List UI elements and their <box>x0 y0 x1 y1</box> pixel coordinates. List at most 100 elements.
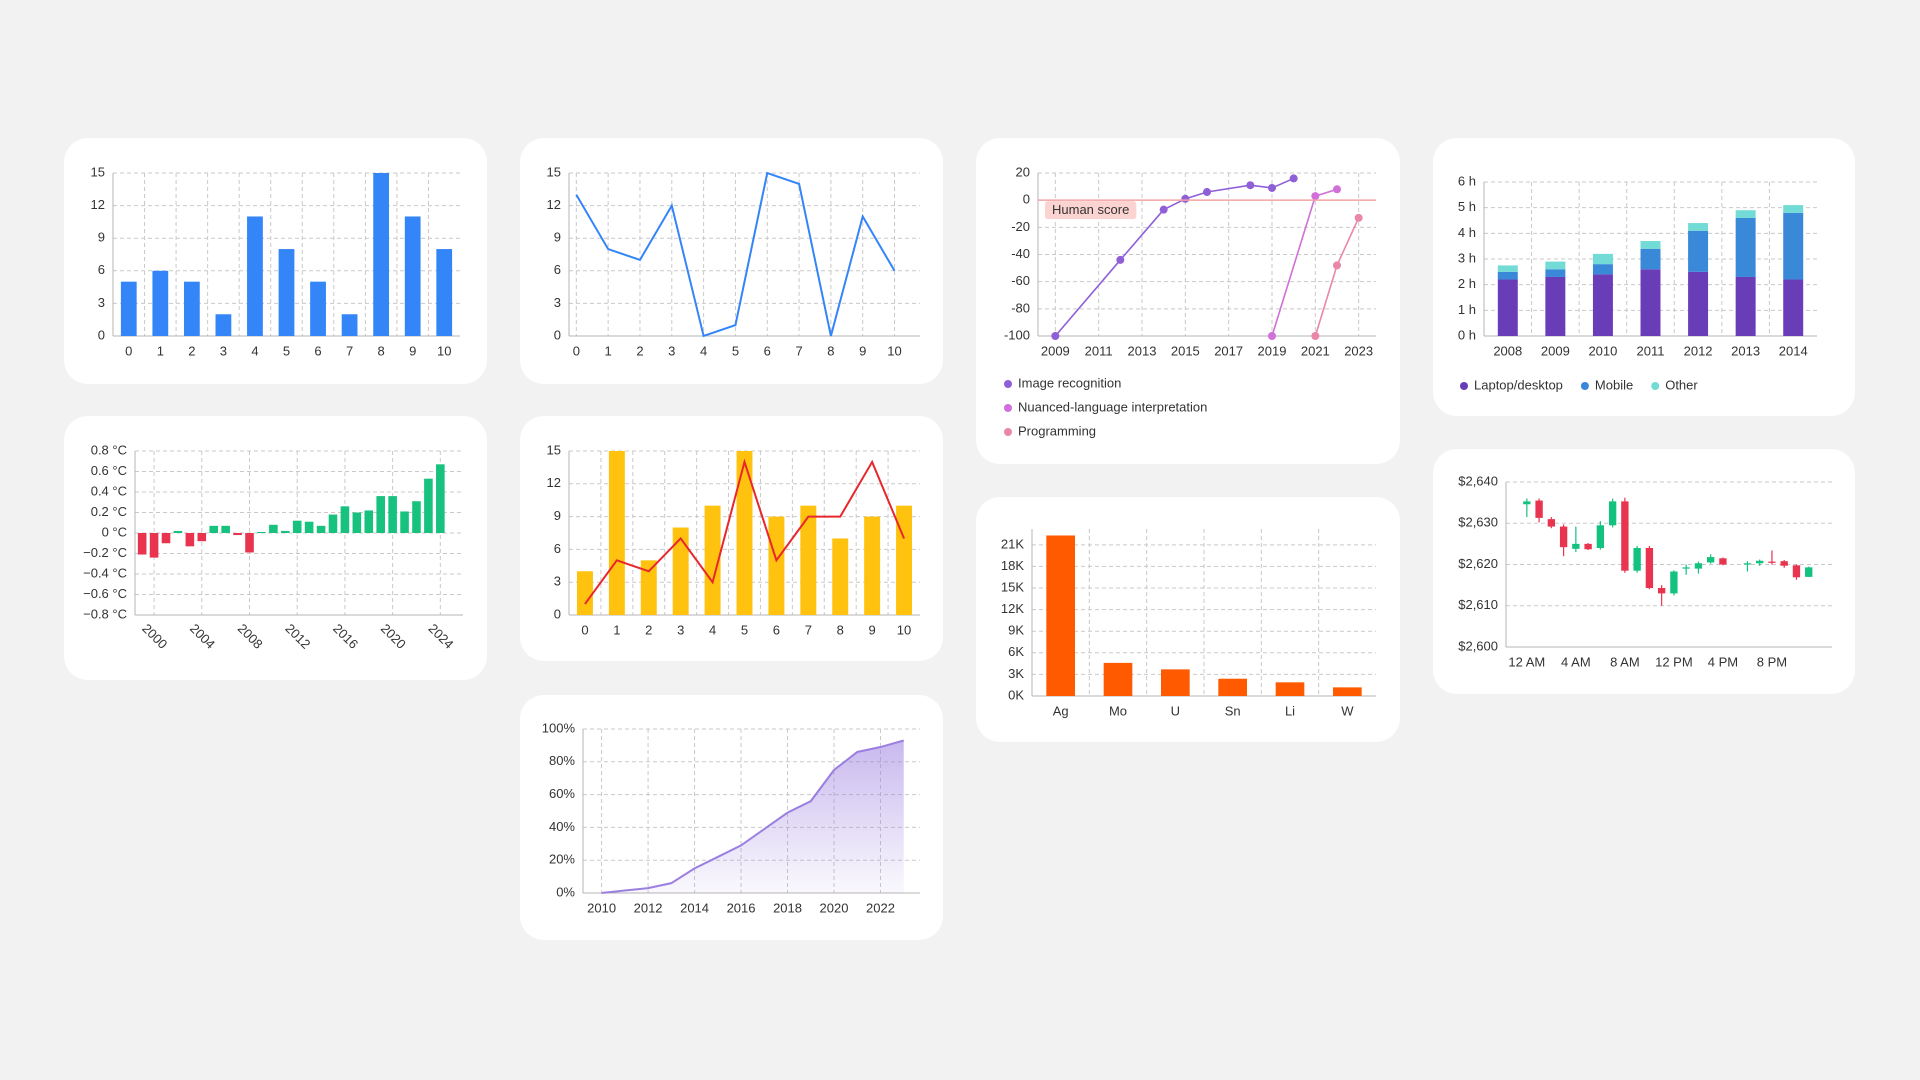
y-tick-label: -100 <box>1004 327 1030 342</box>
candle-body <box>1706 557 1715 563</box>
candle-body <box>1572 543 1580 549</box>
bar-segment <box>1783 212 1804 280</box>
candle-body <box>1547 519 1556 527</box>
x-tick-label: 8 AM <box>1610 654 1640 669</box>
y-tick-label: $2,610 <box>1458 597 1498 612</box>
bar <box>269 524 278 533</box>
x-tick-label: 2015 <box>1171 343 1200 358</box>
candle-body <box>1743 563 1752 565</box>
x-tick-label: 4 <box>709 622 716 637</box>
y-tick-label: 9 <box>98 230 105 245</box>
bar-segment <box>1783 279 1804 336</box>
candle-body <box>1584 543 1592 550</box>
x-tick-label: 2010 <box>1588 343 1617 358</box>
bar <box>364 510 374 533</box>
y-tick-label: 100% <box>542 720 576 735</box>
bar <box>247 216 263 336</box>
y-tick-label: -60 <box>1011 273 1030 288</box>
point <box>1116 255 1125 264</box>
bar <box>352 512 362 533</box>
point <box>1246 181 1255 190</box>
x-tick-label: Li <box>1285 703 1295 718</box>
bar <box>185 533 195 547</box>
bar-segment <box>1545 276 1566 336</box>
bar-segment <box>1688 223 1709 231</box>
card <box>520 138 943 384</box>
bar <box>197 533 207 542</box>
legend-marker <box>1460 382 1468 390</box>
legend-marker <box>1004 380 1012 388</box>
bar-segment <box>1783 205 1804 213</box>
bar <box>328 514 338 533</box>
bar <box>800 505 817 615</box>
y-tick-label: 0 <box>554 606 561 621</box>
y-tick-label: 3 h <box>1458 250 1476 265</box>
y-tick-label: $2,600 <box>1458 638 1498 653</box>
candle-body <box>1657 588 1666 594</box>
y-tick-label: 6 h <box>1458 173 1476 188</box>
bar <box>736 451 753 615</box>
x-tick-label: 2014 <box>1779 343 1808 358</box>
bar-segment <box>1497 265 1518 272</box>
bar <box>340 506 350 533</box>
x-tick-label: 8 PM <box>1757 654 1787 669</box>
point <box>1333 261 1341 270</box>
point <box>1181 194 1190 203</box>
y-tick-label: 0.2 °C <box>91 504 127 519</box>
y-tick-label: 0 °C <box>102 524 127 539</box>
line <box>601 739 905 894</box>
x-tick-label: 2012 <box>1684 343 1713 358</box>
bar-segment <box>1545 261 1566 270</box>
bar <box>1046 535 1075 696</box>
y-tick-label: 12 <box>547 197 561 212</box>
x-tick-label: 2010 <box>587 900 616 915</box>
y-tick-label: $2,620 <box>1458 556 1498 571</box>
y-tick-label: −0.2 °C <box>83 545 127 560</box>
x-tick-label: 2022 <box>866 900 895 915</box>
legend-marker <box>1004 428 1012 436</box>
x-tick-label: 5 <box>741 622 748 637</box>
bar-segment <box>1497 279 1518 336</box>
bar <box>1161 669 1190 696</box>
x-tick-label: 2011 <box>1085 343 1113 358</box>
y-tick-label: −0.6 °C <box>83 586 127 601</box>
x-tick-label: 2 <box>188 343 195 358</box>
x-tick-label: 3 <box>668 343 675 358</box>
y-tick-label: 0 <box>98 327 105 342</box>
y-tick-label: 0.8 °C <box>91 442 127 457</box>
bar-segment <box>1688 230 1709 272</box>
annotation-box <box>1045 201 1137 220</box>
bar-segment <box>1688 271 1709 336</box>
bar-segment <box>1735 217 1756 277</box>
x-tick-label: 2013 <box>1128 343 1157 358</box>
bar <box>341 314 358 336</box>
candle-body <box>1559 526 1568 548</box>
x-tick-label: 2008 <box>1493 343 1522 358</box>
bar <box>400 511 409 533</box>
bar <box>209 525 219 533</box>
y-tick-label: 6K <box>1008 644 1024 659</box>
y-tick-label: 4 h <box>1458 225 1476 240</box>
bar-segment <box>1640 269 1661 336</box>
bar <box>257 531 266 533</box>
bar-segment <box>1735 210 1756 218</box>
candle-body <box>1523 501 1531 505</box>
bar <box>608 451 625 615</box>
x-tick-label: 2011 <box>1637 343 1665 358</box>
bar <box>292 520 302 533</box>
legend-label: Image recognition <box>1018 375 1121 390</box>
bar <box>412 501 421 533</box>
candle-body <box>1633 548 1641 571</box>
y-tick-label: 0 <box>554 327 561 342</box>
x-tick-label: 5 <box>732 343 739 358</box>
bar <box>233 533 242 536</box>
x-tick-label: 0 <box>573 343 580 358</box>
y-tick-label: $2,630 <box>1458 515 1498 530</box>
y-tick-label: 9 <box>554 508 561 523</box>
y-tick-label: 3 <box>554 295 561 310</box>
y-tick-label: −0.4 °C <box>83 565 127 580</box>
candle-body <box>1670 571 1678 594</box>
bar <box>373 173 390 336</box>
bar-segment <box>1592 264 1613 275</box>
